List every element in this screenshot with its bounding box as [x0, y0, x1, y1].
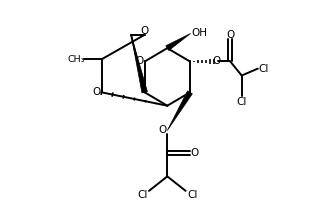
Text: Cl: Cl: [137, 190, 148, 200]
Text: Cl: Cl: [187, 190, 197, 200]
Text: O: O: [141, 26, 149, 36]
Text: O: O: [226, 30, 234, 40]
Text: O: O: [93, 87, 101, 97]
Text: CH₃: CH₃: [67, 55, 85, 64]
Text: O: O: [191, 148, 199, 158]
Text: O: O: [136, 56, 144, 66]
Text: O: O: [158, 125, 167, 135]
Text: O: O: [213, 56, 221, 66]
Polygon shape: [166, 33, 191, 51]
Text: Cl: Cl: [259, 64, 269, 74]
Text: Cl: Cl: [236, 97, 247, 107]
Text: OH: OH: [191, 28, 207, 38]
Polygon shape: [131, 35, 147, 93]
Polygon shape: [167, 91, 192, 130]
